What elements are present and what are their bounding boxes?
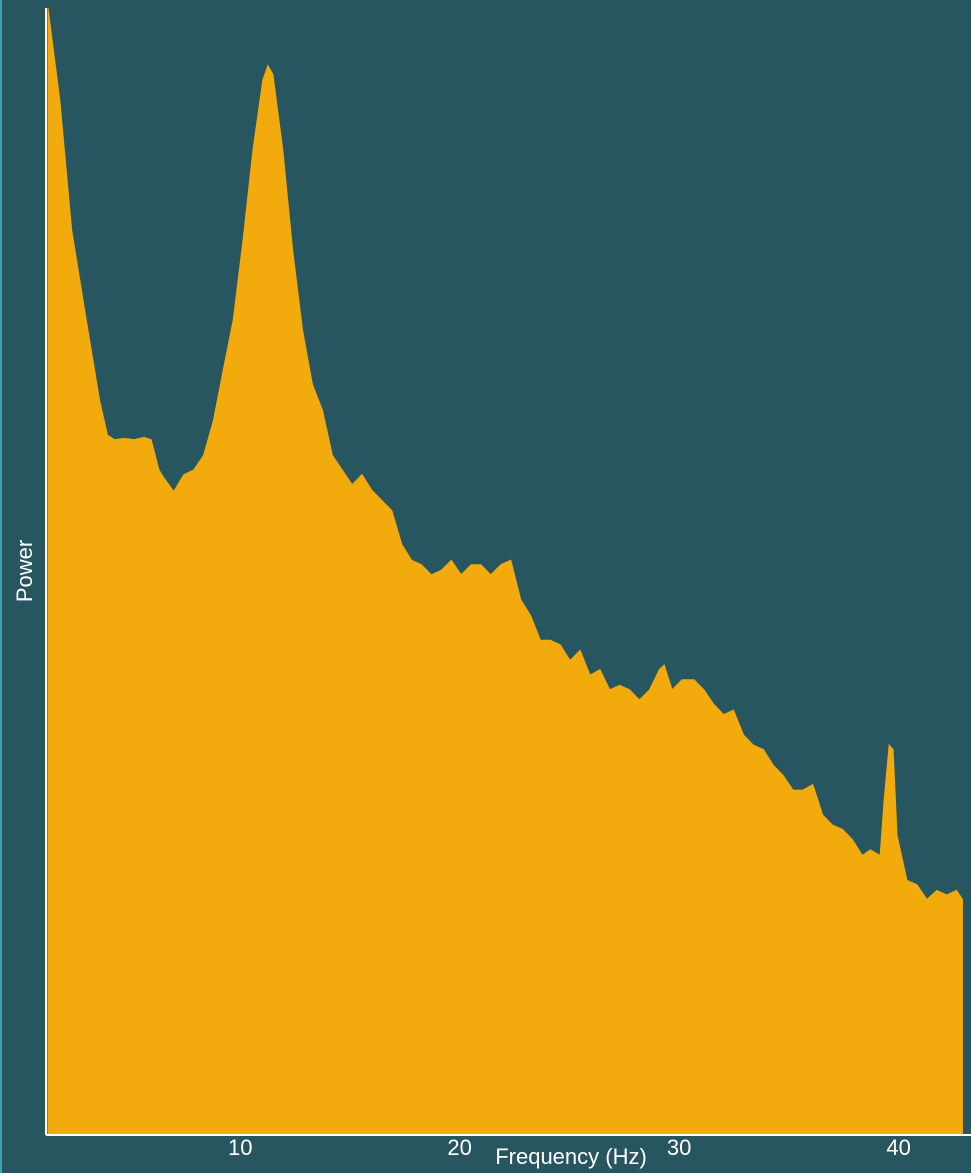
x-tick-label: 40 [886,1135,910,1160]
area [47,7,963,1136]
x-tick-label: 30 [667,1135,691,1160]
plot-area [47,7,963,1136]
y-axis-title: Power [12,540,37,602]
x-tick-label: 10 [228,1135,252,1160]
x-axis-title: Frequency (Hz) [495,1144,647,1169]
x-tick-label: 20 [447,1135,471,1160]
left-edge [0,0,2,1173]
